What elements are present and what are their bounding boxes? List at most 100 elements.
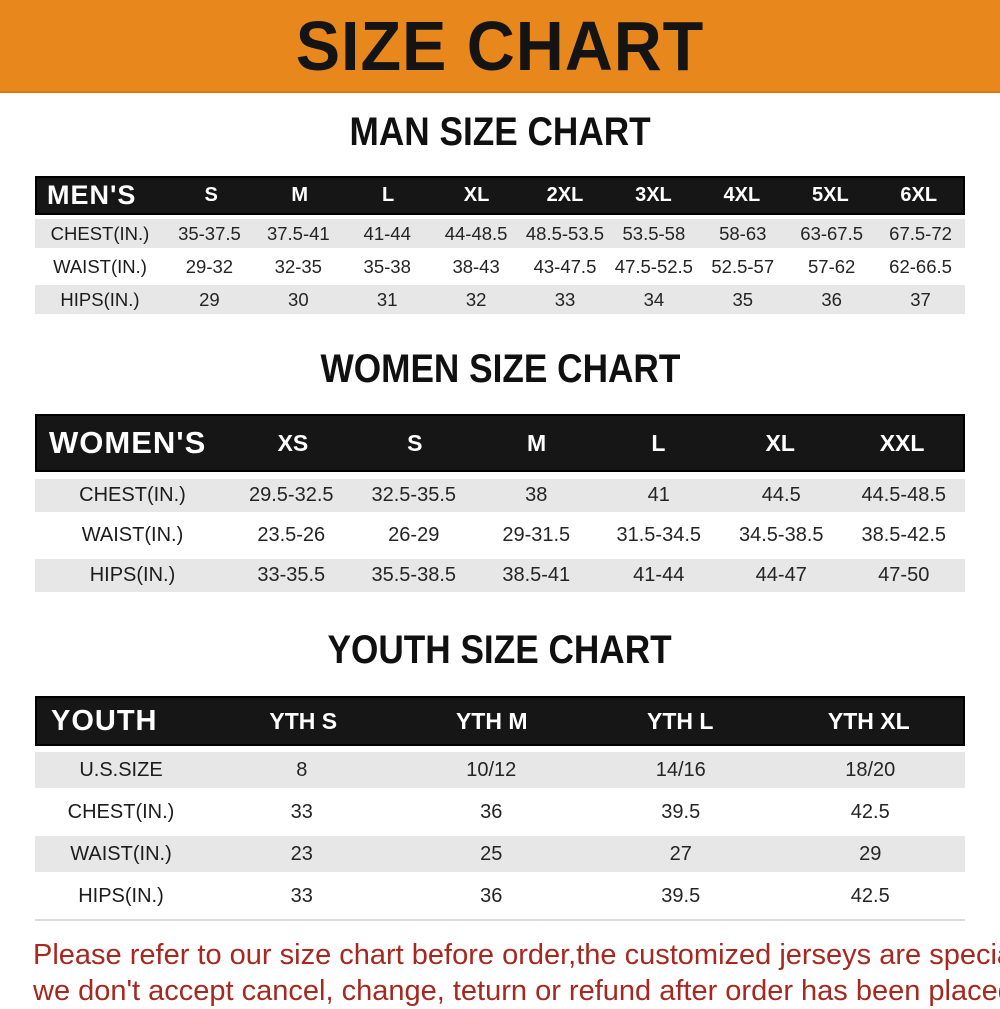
men-cell-waist-in-l: 35-38 (363, 255, 411, 277)
youth-column-header-yth-l: YTH L (647, 707, 714, 734)
women-cell-hips-in-l: 41-44 (633, 564, 685, 586)
youth-cell-waist-in-yth-m: 25 (480, 842, 503, 865)
women-column-header-xl: XL (765, 429, 795, 456)
men-cell-waist-in-5xl: 57-62 (808, 255, 856, 277)
youth-header-label: YOUTH (51, 704, 158, 737)
youth-column-header-yth-s: YTH S (269, 707, 338, 734)
youth-cell-chest-in-yth-xl: 42.5 (850, 800, 890, 823)
youth-cell-u-s-size-yth-l: 14/16 (655, 758, 706, 781)
women-cell-waist-in-xs: 23.5-26 (257, 524, 326, 546)
men-cell-hips-in-6xl: 37 (910, 288, 931, 310)
youth-cell-hips-in-yth-xl: 42.5 (850, 884, 890, 907)
men-size-chart-section: MAN SIZE CHART MEN'S S M L XL 2XL 3XL 4XL 5XL 6XL C… (0, 110, 1000, 314)
women-row-hips-in: HIPS(IN.) 33-35.5 35.5-38.5 38.5-41 41-44 44-… (35, 559, 965, 592)
youth-row-label-waist-in: WAIST(IN.) (70, 842, 172, 865)
youth-row-label-chest-in: CHEST(IN.) (67, 800, 175, 823)
men-table-header-row: MEN'S S M L XL 2XL 3XL 4XL 5XL 6XL (35, 176, 965, 215)
men-cell-chest-in-4xl: 58-63 (719, 222, 767, 244)
youth-chart-heading-text: YOUTH SIZE CHART (327, 628, 673, 672)
youth-cell-u-s-size-yth-m: 10/12 (466, 758, 517, 781)
men-column-header-3xl: 3XL (635, 184, 672, 206)
youth-cell-hips-in-yth-s: 33 (290, 884, 313, 907)
men-row-hips-in: HIPS(IN.) 29 30 31 32 33 34 35 36 37 (35, 285, 965, 314)
men-chart-heading-text: MAN SIZE CHART (349, 110, 651, 154)
youth-cell-waist-in-yth-l: 27 (669, 842, 692, 865)
men-row-label-waist-in: WAIST(IN.) (53, 255, 147, 277)
men-cell-hips-in-5xl: 36 (821, 288, 842, 310)
men-cell-waist-in-m: 32-35 (274, 255, 322, 277)
youth-row-waist-in: WAIST(IN.) 23 25 27 29 (35, 836, 965, 872)
men-cell-waist-in-xl: 38-43 (452, 255, 500, 277)
men-cell-chest-in-m: 37.5-41 (266, 222, 330, 244)
youth-cell-u-s-size-yth-xl: 18/20 (845, 758, 896, 781)
size-chart-sections: MAN SIZE CHART MEN'S S M L XL 2XL 3XL 4XL 5XL 6XL C… (0, 110, 1000, 921)
women-row-waist-in: WAIST(IN.) 23.5-26 26-29 29-31.5 31.5-34.5 34… (35, 519, 965, 552)
women-column-header-l: L (651, 429, 666, 456)
women-size-chart-section: WOMEN SIZE CHART WOMEN'S XS S M L XL XXL CHEST(I… (0, 347, 1000, 592)
women-cell-hips-in-m: 38.5-41 (502, 564, 571, 586)
men-row-waist-in: WAIST(IN.) 29-32 32-35 35-38 38-43 43-47.5 47.… (35, 252, 965, 281)
men-column-header-5xl: 5XL (811, 184, 849, 206)
women-column-header-xxl: XXL (879, 429, 925, 456)
women-column-header-s: S (407, 429, 423, 456)
youth-row-label-u-s-size: U.S.SIZE (79, 758, 163, 781)
youth-row-chest-in: CHEST(IN.) 33 36 39.5 42.5 (35, 794, 965, 830)
youth-size-chart-section: YOUTH SIZE CHART YOUTH YTH S YTH M YTH L YTH … (0, 628, 1000, 921)
youth-cell-chest-in-yth-m: 36 (480, 800, 503, 823)
youth-cell-waist-in-yth-s: 23 (290, 842, 313, 865)
women-column-header-m: M (526, 429, 547, 456)
women-cell-chest-in-l: 41 (647, 484, 670, 506)
women-chart-heading-text: WOMEN SIZE CHART (320, 347, 680, 391)
men-column-header-m: M (291, 184, 308, 206)
youth-size-table: YOUTH YTH S YTH M YTH L YTH XL U.S.SIZE 8 10/12… (35, 696, 965, 921)
men-cell-chest-in-xl: 44-48.5 (444, 222, 508, 244)
women-cell-hips-in-xs: 33-35.5 (257, 564, 326, 586)
youth-column-header-yth-m: YTH M (455, 707, 528, 734)
men-cell-hips-in-s: 29 (199, 288, 220, 310)
men-cell-chest-in-s: 35-37.5 (178, 222, 241, 244)
women-cell-waist-in-xl: 34.5-38.5 (738, 524, 824, 546)
women-cell-waist-in-xxl: 38.5-42.5 (861, 524, 946, 546)
youth-cell-waist-in-yth-xl: 29 (859, 842, 882, 865)
youth-cell-hips-in-yth-m: 36 (480, 884, 503, 907)
women-row-label-hips-in: HIPS(IN.) (89, 564, 176, 586)
disclaimer-line-2: we don't accept cancel, change, teturn o… (33, 975, 1000, 1007)
men-cell-waist-in-2xl: 43-47.5 (533, 255, 597, 277)
men-size-table: MEN'S S M L XL 2XL 3XL 4XL 5XL 6XL CHEST(IN.) 35-37… (35, 176, 965, 314)
women-cell-waist-in-l: 31.5-34.5 (616, 524, 701, 546)
men-cell-hips-in-3xl: 34 (643, 288, 665, 310)
women-cell-chest-in-m: 38 (525, 484, 548, 506)
women-column-header-xs: XS (277, 429, 309, 456)
youth-chart-heading: YOUTH SIZE CHART (0, 628, 1000, 673)
women-cell-hips-in-xxl: 47-50 (878, 564, 930, 586)
men-row-label-chest-in: CHEST(IN.) (50, 222, 150, 244)
banner-title: SIZE CHART (295, 6, 705, 85)
youth-row-label-hips-in: HIPS(IN.) (78, 884, 164, 907)
men-cell-hips-in-xl: 32 (465, 288, 487, 310)
men-column-header-2xl: 2XL (546, 184, 584, 206)
men-cell-chest-in-6xl: 67.5-72 (889, 222, 952, 244)
youth-cell-chest-in-yth-s: 33 (290, 800, 313, 823)
men-cell-hips-in-2xl: 33 (554, 288, 576, 310)
youth-row-u-s-size: U.S.SIZE 8 10/12 14/16 18/20 (35, 752, 965, 788)
disclaimer-line-1: Please refer to our size chart before or… (33, 939, 1000, 971)
youth-table-header-row: YOUTH YTH S YTH M YTH L YTH XL (35, 696, 965, 746)
men-column-header-6xl: 6XL (900, 184, 938, 206)
men-column-header-s: S (204, 184, 218, 206)
men-cell-waist-in-6xl: 62-66.5 (889, 255, 952, 277)
men-cell-waist-in-3xl: 47.5-52.5 (614, 255, 693, 277)
men-cell-chest-in-l: 41-44 (363, 222, 411, 244)
youth-row-hips-in: HIPS(IN.) 33 36 39.5 42.5 (35, 878, 965, 914)
women-cell-chest-in-xl: 44.5 (761, 484, 801, 506)
men-cell-hips-in-4xl: 35 (732, 288, 754, 310)
women-cell-chest-in-xxl: 44.5-48.5 (861, 484, 946, 506)
men-row-label-hips-in: HIPS(IN.) (60, 288, 140, 310)
women-cell-chest-in-s: 32.5-35.5 (371, 484, 456, 506)
youth-cell-chest-in-yth-l: 39.5 (661, 800, 701, 823)
women-cell-chest-in-xs: 29.5-32.5 (248, 484, 334, 506)
women-row-label-waist-in: WAIST(IN.) (81, 524, 184, 546)
youth-cell-u-s-size-yth-s: 8 (296, 758, 308, 781)
disclaimer: Please refer to our size chart before or… (33, 937, 1000, 1009)
men-column-header-l: L (381, 184, 395, 206)
